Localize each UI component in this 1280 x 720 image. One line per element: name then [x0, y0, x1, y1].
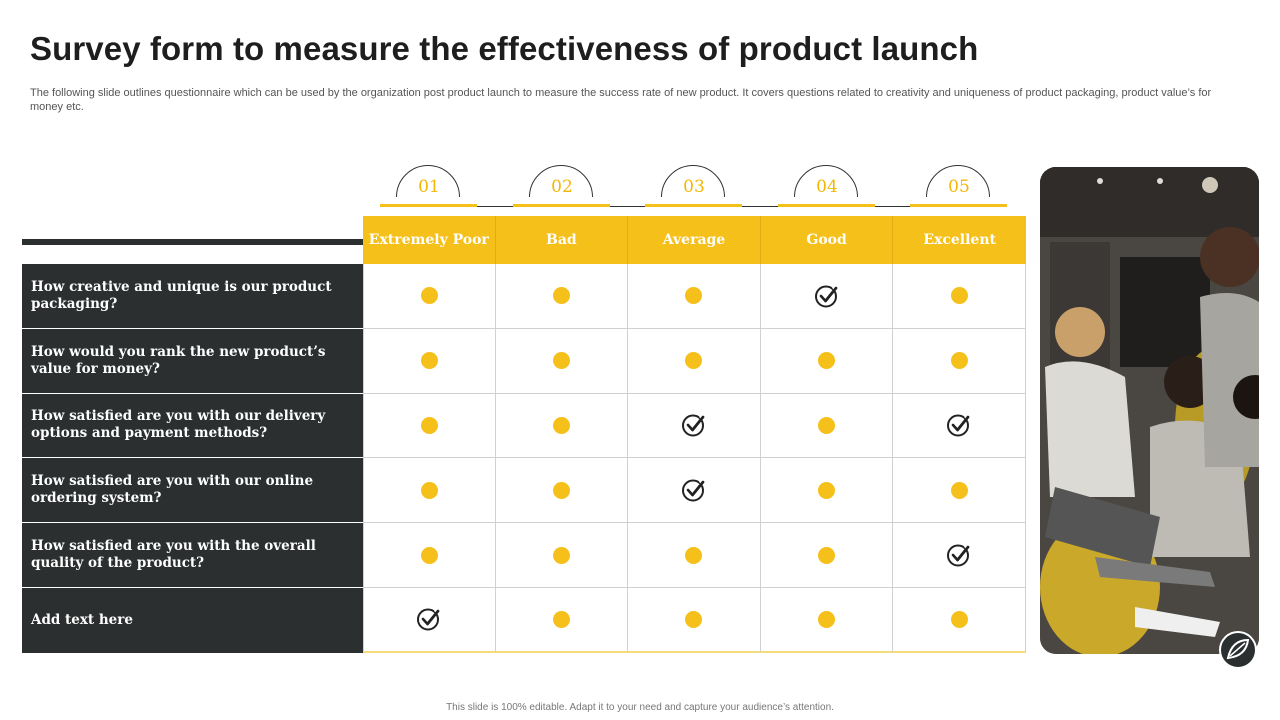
- rating-cell-good[interactable]: [760, 523, 894, 588]
- rating-cell-average[interactable]: [628, 328, 761, 394]
- leaf-logo-icon: [1219, 631, 1257, 669]
- rating-header-05: 05: [893, 165, 1025, 209]
- rating-number: 02: [551, 177, 573, 197]
- rating-cell-extremely-poor[interactable]: [363, 393, 496, 459]
- rating-dot-icon: [685, 546, 703, 564]
- table-corner: [22, 216, 363, 264]
- rating-cell-bad[interactable]: [495, 458, 629, 524]
- rating-dot-icon: [818, 352, 836, 370]
- rating-cell-bad[interactable]: [495, 587, 629, 653]
- rating-dot-icon: [950, 481, 968, 499]
- rating-dot-icon: [818, 610, 836, 628]
- checkmark-icon: [681, 479, 705, 502]
- rating-cell-average[interactable]: [628, 264, 761, 329]
- rating-dot-icon: [552, 416, 570, 434]
- rating-dot-icon: [685, 287, 703, 305]
- page-title: Survey form to measure the effectiveness…: [30, 30, 979, 67]
- question-cell: How creative and unique is our product p…: [22, 264, 363, 329]
- footer-note: This slide is 100% editable. Adapt it to…: [446, 702, 834, 713]
- question-cell: How satisfied are you with the overall q…: [22, 523, 363, 588]
- rating-header-01: 01: [363, 165, 495, 209]
- column-header-bad: Bad: [495, 216, 629, 264]
- rating-cell-good[interactable]: [760, 328, 894, 394]
- column-header-excellent: Excellent: [893, 216, 1026, 264]
- rating-cell-extremely-poor[interactable]: [363, 264, 496, 329]
- rating-cell-excellent[interactable]: [893, 264, 1026, 329]
- rating-cell-excellent[interactable]: [893, 587, 1026, 653]
- checkmark-icon: [947, 543, 971, 567]
- question-cell: How satisfied are you with our delivery …: [22, 393, 363, 459]
- rating-cell-bad[interactable]: [495, 328, 629, 394]
- column-header-good: Good: [760, 216, 894, 264]
- rating-dot-icon: [420, 352, 438, 370]
- rating-cell-good[interactable]: [760, 393, 894, 459]
- checkmark-icon: [947, 414, 971, 437]
- rating-cell-average[interactable]: [628, 393, 761, 459]
- rating-cell-excellent[interactable]: [893, 523, 1026, 588]
- rating-cell-average[interactable]: [628, 458, 761, 524]
- rating-number: 01: [418, 177, 440, 197]
- question-cell: How satisfied are you with our online or…: [22, 458, 363, 524]
- rating-header-04: 04: [761, 165, 893, 209]
- rating-number: 05: [948, 177, 970, 197]
- survey-table: Extremely Poor Bad Average Good Excellen…: [22, 216, 1026, 653]
- rating-dot-icon: [420, 287, 438, 305]
- column-header-extremely-poor: Extremely Poor: [363, 216, 496, 264]
- checkmark-icon: [681, 414, 705, 437]
- rating-cell-extremely-poor[interactable]: [363, 523, 496, 588]
- connector-line: [741, 206, 781, 207]
- rating-dot-icon: [552, 546, 570, 564]
- question-cell: Add text here: [22, 587, 363, 653]
- column-header-average: Average: [628, 216, 761, 264]
- rating-cell-excellent[interactable]: [893, 328, 1026, 394]
- rating-number: 03: [683, 177, 705, 197]
- team-photo: [1040, 167, 1259, 654]
- rating-dot-icon: [950, 610, 968, 628]
- rating-cell-bad[interactable]: [495, 393, 629, 459]
- rating-dot-icon: [818, 481, 836, 499]
- rating-cell-bad[interactable]: [495, 264, 629, 329]
- checkmark-icon: [814, 284, 838, 308]
- rating-number: 04: [816, 177, 838, 197]
- rating-cell-good[interactable]: [760, 458, 894, 524]
- rating-dot-icon: [420, 546, 438, 564]
- rating-cell-average[interactable]: [628, 587, 761, 653]
- rating-dot-icon: [818, 546, 836, 564]
- rating-cell-good[interactable]: [760, 587, 894, 653]
- connector-line: [873, 206, 913, 207]
- rating-dot-icon: [950, 287, 968, 305]
- rating-cell-excellent[interactable]: [893, 393, 1026, 459]
- rating-cell-excellent[interactable]: [893, 458, 1026, 524]
- rating-cell-good[interactable]: [760, 264, 894, 329]
- rating-dot-icon: [552, 481, 570, 499]
- rating-dot-icon: [552, 610, 570, 628]
- connector-line: [475, 206, 515, 207]
- rating-dot-icon: [552, 287, 570, 305]
- rating-dot-icon: [552, 352, 570, 370]
- rating-header-03: 03: [628, 165, 760, 209]
- rating-dot-icon: [420, 481, 438, 499]
- rating-dot-icon: [685, 610, 703, 628]
- rating-cell-bad[interactable]: [495, 523, 629, 588]
- rating-dot-icon: [950, 352, 968, 370]
- rating-cell-extremely-poor[interactable]: [363, 328, 496, 394]
- checkmark-icon: [417, 608, 441, 631]
- rating-dot-icon: [818, 416, 836, 434]
- header-divider: [22, 239, 363, 245]
- rating-header-02: 02: [496, 165, 628, 209]
- connector-line: [608, 206, 648, 207]
- question-cell: How would you rank the new product’s val…: [22, 328, 363, 394]
- rating-dot-icon: [420, 416, 438, 434]
- page-subtitle: The following slide outlines questionnai…: [30, 87, 1212, 113]
- rating-dot-icon: [685, 352, 703, 370]
- rating-cell-extremely-poor[interactable]: [363, 458, 496, 524]
- rating-cell-average[interactable]: [628, 523, 761, 588]
- rating-cell-extremely-poor[interactable]: [363, 587, 496, 653]
